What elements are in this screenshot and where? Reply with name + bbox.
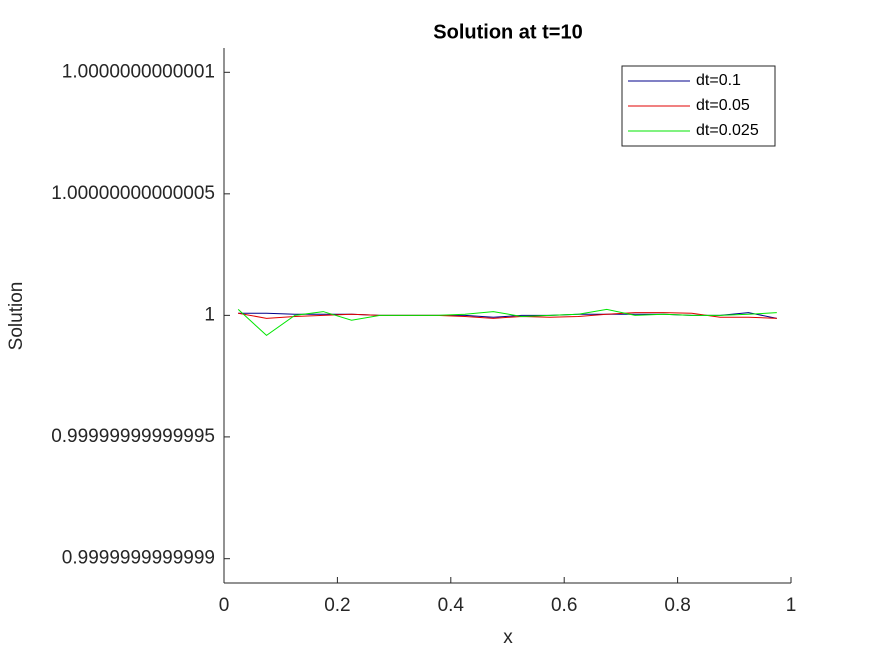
y-tick-label: 1 <box>204 304 215 325</box>
y-axis-label: Solution <box>6 282 27 351</box>
y-tick-label: 1.0000000000001 <box>62 61 215 82</box>
y-tick-label: 0.99999999999995 <box>51 426 215 447</box>
x-tick-label: 0 <box>219 595 230 616</box>
legend-label: dt=0.05 <box>696 97 750 114</box>
legend-label: dt=0.025 <box>696 122 759 139</box>
series-line <box>238 312 777 319</box>
chart-title: Solution at t=10 <box>433 21 582 43</box>
series-line <box>237 308 777 336</box>
x-tick-label: 0.8 <box>664 595 690 616</box>
y-tick-label: 1.00000000000005 <box>51 183 215 204</box>
x-tick-label: 0.4 <box>438 595 465 616</box>
x-tick-label: 0.6 <box>551 595 577 616</box>
x-tick-label: 1 <box>786 595 797 616</box>
x-tick-label: 0.2 <box>324 595 350 616</box>
y-tick-label: 0.9999999999999 <box>62 548 215 569</box>
legend-label: dt=0.1 <box>696 72 741 89</box>
x-axis-label: x <box>503 627 513 648</box>
